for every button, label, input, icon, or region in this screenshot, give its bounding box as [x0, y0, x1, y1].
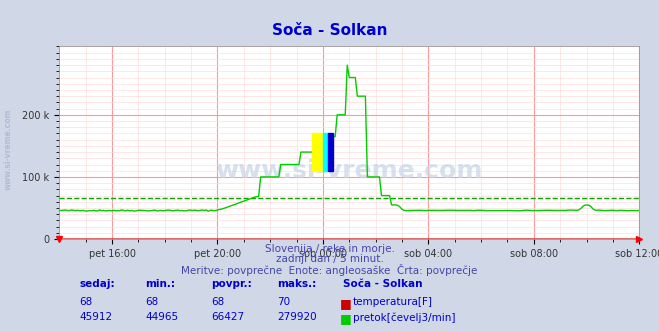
Text: Soča - Solkan: Soča - Solkan: [272, 23, 387, 38]
Text: 70: 70: [277, 297, 290, 307]
Text: www.si-vreme.com: www.si-vreme.com: [3, 109, 13, 190]
FancyBboxPatch shape: [323, 133, 328, 171]
Text: maks.:: maks.:: [277, 279, 316, 289]
Text: ■: ■: [339, 297, 351, 310]
Text: Soča - Solkan: Soča - Solkan: [343, 279, 422, 289]
Text: zadnji dan / 5 minut.: zadnji dan / 5 minut.: [275, 254, 384, 264]
Text: 68: 68: [211, 297, 224, 307]
Text: Slovenija / reke in morje.: Slovenija / reke in morje.: [264, 244, 395, 254]
Text: 45912: 45912: [79, 312, 112, 322]
Text: 68: 68: [145, 297, 158, 307]
Text: min.:: min.:: [145, 279, 175, 289]
Text: sedaj:: sedaj:: [79, 279, 115, 289]
Text: 68: 68: [79, 297, 92, 307]
Text: 279920: 279920: [277, 312, 316, 322]
Text: temperatura[F]: temperatura[F]: [353, 297, 432, 307]
Text: 66427: 66427: [211, 312, 244, 322]
Text: povpr.:: povpr.:: [211, 279, 252, 289]
Text: pretok[čevelj3/min]: pretok[čevelj3/min]: [353, 312, 455, 323]
Text: Meritve: povprečne  Enote: angleosaške  Črta: povprečje: Meritve: povprečne Enote: angleosaške Čr…: [181, 264, 478, 276]
Text: ■: ■: [339, 312, 351, 325]
Text: 44965: 44965: [145, 312, 178, 322]
FancyBboxPatch shape: [312, 133, 323, 171]
Text: www.si-vreme.com: www.si-vreme.com: [215, 159, 483, 183]
FancyBboxPatch shape: [328, 133, 333, 171]
